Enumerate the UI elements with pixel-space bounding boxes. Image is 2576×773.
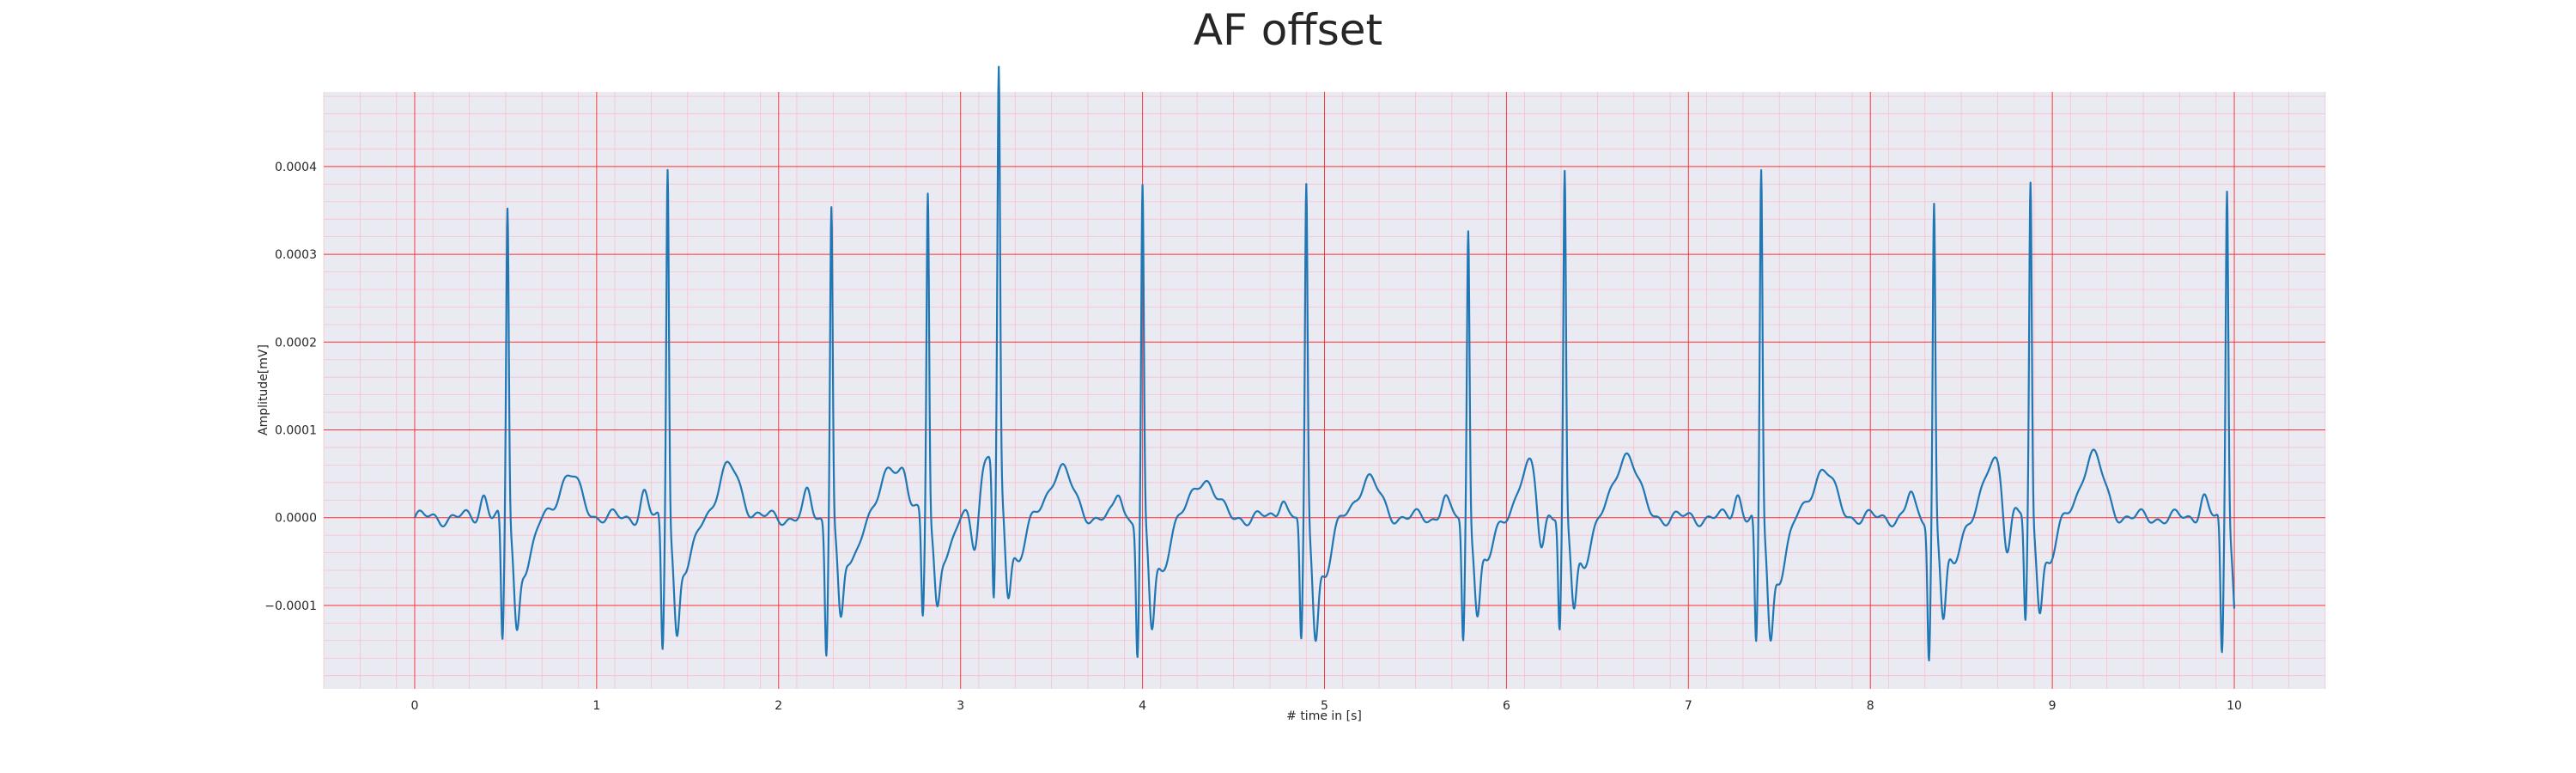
x-tick-label: 3: [957, 699, 964, 713]
y-tick-label: 0.0000: [275, 512, 317, 526]
y-tick-label: 0.0003: [275, 248, 317, 262]
x-tick-label: 0: [410, 699, 418, 713]
x-tick-label: 1: [592, 699, 600, 713]
y-axis-label: Amplitude[mV]: [257, 344, 270, 435]
y-tick-labels: −0.0001 0.0000 0.0001 0.0002 0.0003 0.0004: [264, 161, 317, 613]
y-tick-label: 0.0002: [275, 336, 317, 350]
x-tick-label: 7: [1685, 699, 1692, 713]
x-tick-label: 6: [1503, 699, 1510, 713]
y-tick-label: 0.0001: [275, 423, 317, 437]
x-tick-label: 4: [1139, 699, 1146, 713]
x-tick-label: 2: [775, 699, 782, 713]
x-tick-label: 9: [2049, 699, 2057, 713]
x-tick-label: 8: [1867, 699, 1874, 713]
y-tick-label: −0.0001: [264, 600, 317, 613]
x-axis-label: # time in [s]: [1286, 709, 1362, 723]
y-tick-label: 0.0004: [275, 161, 317, 174]
x-tick-label: 10: [2227, 699, 2242, 713]
